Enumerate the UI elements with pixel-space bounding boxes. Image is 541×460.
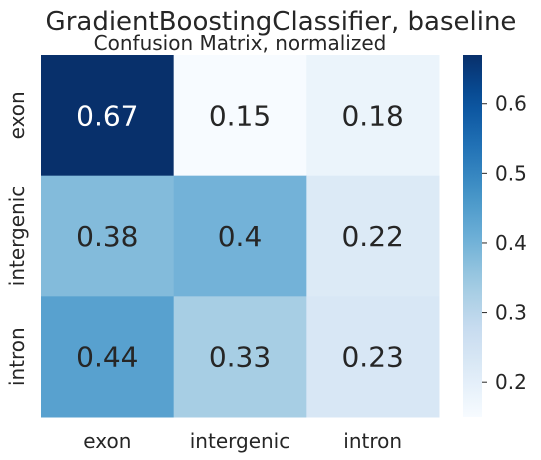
colorbar-tick-label-0: 0.2 bbox=[495, 370, 527, 394]
heatmap-cell-0-1 bbox=[173, 55, 307, 177]
cell-annotation-2-0: 0.44 bbox=[76, 341, 138, 374]
x-tick-label-2: intron bbox=[343, 429, 402, 453]
cell-annotation-1-1: 0.4 bbox=[218, 220, 263, 253]
cell-annotation-0-0: 0.67 bbox=[76, 99, 138, 132]
heatmap-cell-1-1 bbox=[173, 175, 307, 297]
colorbar-tick-label-3: 0.5 bbox=[495, 161, 527, 185]
colorbar: 0.2 0.3 0.4 0.5 0.6 bbox=[463, 55, 527, 417]
heatmap-cell-2-1 bbox=[173, 296, 307, 418]
chart-subtitle: Confusion Matrix, normalized bbox=[94, 31, 387, 55]
y-tick-labels: exon intergenic intron bbox=[5, 91, 29, 386]
cell-annotation-2-1: 0.33 bbox=[209, 341, 271, 374]
y-tick-label-1: intergenic bbox=[5, 186, 29, 286]
x-tick-labels: exon intergenic intron bbox=[83, 429, 402, 453]
heatmap-cell-2-0 bbox=[41, 296, 175, 418]
cell-annotation-1-2: 0.22 bbox=[341, 220, 403, 253]
heatmap-cell-1-2 bbox=[306, 175, 440, 297]
cell-annotation-1-0: 0.38 bbox=[76, 220, 138, 253]
heatmap-cell-2-2 bbox=[306, 296, 440, 418]
colorbar-tick-label-1: 0.3 bbox=[495, 301, 527, 325]
heatmap-cell-0-0 bbox=[41, 55, 175, 177]
colorbar-gradient bbox=[463, 55, 482, 417]
cell-annotation-0-1: 0.15 bbox=[209, 99, 271, 132]
heatmap-cell-0-2 bbox=[306, 55, 440, 177]
colorbar-tick-label-4: 0.6 bbox=[495, 92, 527, 116]
x-tick-label-1: intergenic bbox=[190, 429, 290, 453]
colorbar-tick-label-2: 0.4 bbox=[495, 231, 527, 255]
y-tick-label-0: exon bbox=[5, 91, 29, 139]
heatmap-cells bbox=[41, 55, 440, 418]
cell-annotation-2-2: 0.23 bbox=[341, 341, 403, 374]
cell-annotations: 0.67 0.15 0.18 0.38 0.4 0.22 0.44 0.33 0.23 bbox=[76, 99, 404, 373]
y-tick-label-2: intron bbox=[5, 327, 29, 386]
cell-annotation-0-2: 0.18 bbox=[341, 99, 403, 132]
chart-title: GradientBoostingClassifier, baseline bbox=[46, 7, 517, 37]
x-tick-label-0: exon bbox=[83, 429, 131, 453]
heatmap-cell-1-0 bbox=[41, 175, 175, 297]
